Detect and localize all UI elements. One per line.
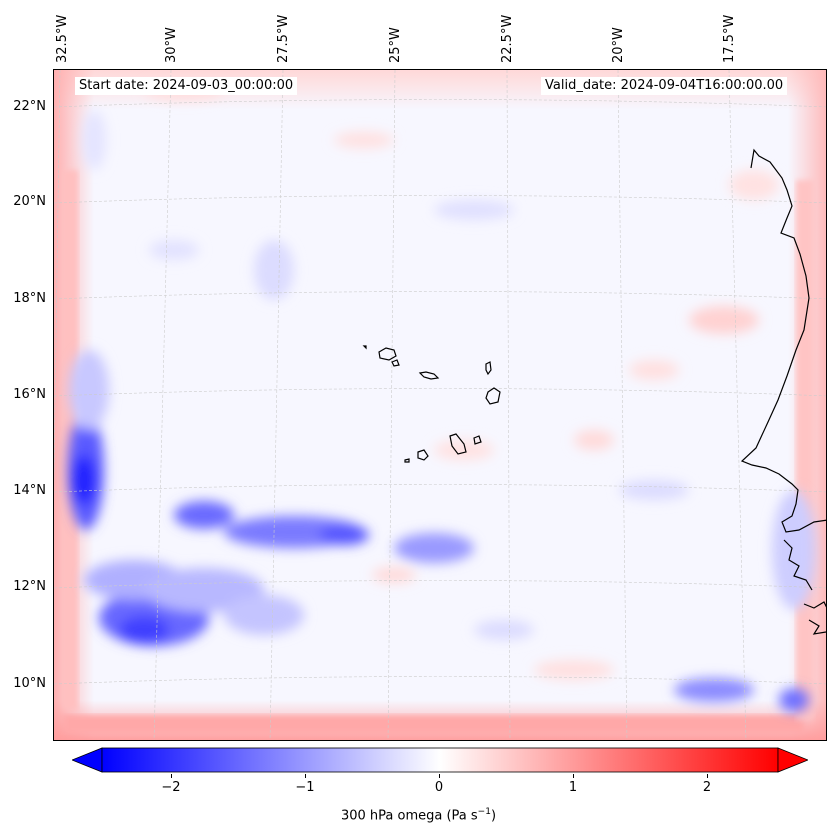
island-santiago <box>449 433 467 455</box>
colorbar-tick-label: 1 <box>568 780 578 795</box>
lat-label-16n: 16°N <box>13 387 46 402</box>
island-sao-vicente <box>391 359 400 367</box>
lon-label-27-5w: 27.5°W <box>276 14 291 63</box>
colorbar-title: 300 hPa omega (Pa s−1) <box>340 807 497 824</box>
colorbar-tick-label: −1 <box>295 780 315 795</box>
lat-label-14n: 14°N <box>13 483 46 498</box>
colorbar-extend-max <box>777 747 808 773</box>
colorbar-tickmark <box>573 774 574 778</box>
island-sal <box>485 361 492 376</box>
colorbar <box>72 747 808 773</box>
island-boa-vista <box>485 387 501 405</box>
island-maio <box>473 435 482 445</box>
colorbar-extend-min <box>72 747 103 773</box>
valid-date-label: Valid_date: 2024-09-04T16:00:00.00 <box>541 77 788 95</box>
colorbar-tick-label: −2 <box>161 780 181 795</box>
lat-label-22n: 22°N <box>13 99 46 114</box>
negative-omega-patches <box>68 110 816 712</box>
colorbar-tickmark <box>707 774 708 778</box>
lat-label-20n: 20°N <box>13 194 46 209</box>
lat-label-12n: 12°N <box>13 579 46 594</box>
lon-label-17-5w: 17.5°W <box>722 14 737 63</box>
island-fogo <box>417 449 429 461</box>
lon-label-22-5w: 22.5°W <box>500 14 515 63</box>
coastline <box>362 148 826 635</box>
lon-label-30w: 30°W <box>164 27 179 63</box>
omega-field-map <box>54 70 826 740</box>
lon-label-20w: 20°W <box>611 27 626 63</box>
lon-label-25w: 25°W <box>388 27 403 63</box>
colorbar-tickmark <box>439 774 440 778</box>
island-santo-antao <box>378 347 397 361</box>
island-brava <box>404 458 410 463</box>
colorbar-tickmark <box>171 774 172 778</box>
colorbar-gradient <box>101 747 779 773</box>
lon-label-32-5w: 32.5°W <box>55 14 70 63</box>
colorbar-tick-label: 0 <box>434 780 444 795</box>
colorbar-tickmark <box>305 774 306 778</box>
lat-label-10n: 10°N <box>13 676 46 691</box>
lat-label-18n: 18°N <box>13 291 46 306</box>
colorbar-tick-label: 2 <box>702 780 712 795</box>
africa-coastline <box>740 148 826 533</box>
start-date-label: Start date: 2024-09-03_00:00:00 <box>75 77 298 95</box>
map-panel <box>53 69 827 741</box>
island-sao-nicolau <box>418 371 440 380</box>
graticule <box>54 70 826 740</box>
